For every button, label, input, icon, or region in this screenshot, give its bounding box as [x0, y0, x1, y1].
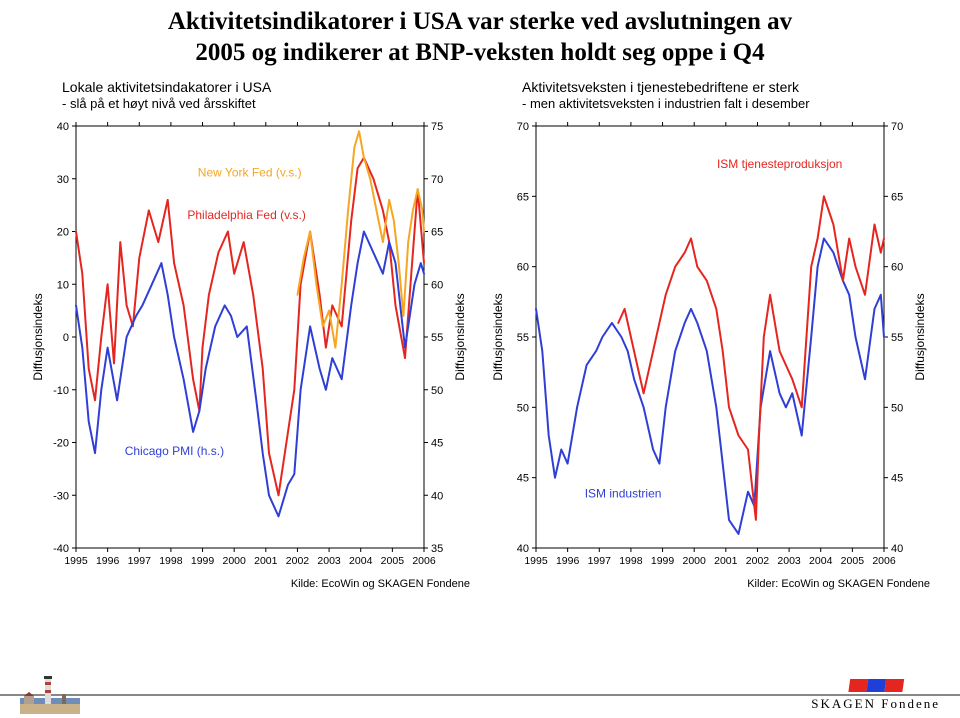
- svg-text:10: 10: [57, 279, 69, 291]
- svg-text:55: 55: [891, 332, 903, 344]
- svg-text:65: 65: [891, 191, 903, 203]
- right-chart-col: Aktivitetsveksten i tjenestebedriftene e…: [490, 79, 930, 591]
- svg-text:ISM industrien: ISM industrien: [585, 486, 662, 500]
- title-line1: Aktivitetsindikatorer i USA var sterke v…: [168, 8, 792, 35]
- svg-text:70: 70: [891, 121, 903, 133]
- svg-text:70: 70: [517, 121, 529, 133]
- svg-text:30: 30: [57, 174, 69, 186]
- right-chart-subtitle: - men aktivitetsveksten i industrien fal…: [522, 96, 810, 111]
- right-chart: 40 45 50 55 60 65 70 40 45 50 55 60 65 70 1995 1996 1997…: [490, 118, 930, 578]
- svg-text:2000: 2000: [223, 555, 247, 567]
- svg-text:-10: -10: [53, 385, 69, 397]
- svg-text:ISM tjenesteproduksjon: ISM tjenesteproduksjon: [717, 157, 842, 171]
- svg-text:2002: 2002: [286, 555, 310, 567]
- svg-text:55: 55: [517, 332, 529, 344]
- svg-text:2001: 2001: [254, 555, 278, 567]
- logo-text: SKAGEN Fondene: [811, 696, 940, 711]
- svg-text:50: 50: [517, 402, 529, 414]
- svg-text:65: 65: [517, 191, 529, 203]
- svg-text:60: 60: [891, 262, 903, 274]
- svg-text:Diffusjonsindeks: Diffusjonsindeks: [453, 294, 467, 381]
- svg-text:Diffusjonsindeks: Diffusjonsindeks: [491, 294, 505, 381]
- svg-text:-40: -40: [53, 543, 69, 555]
- svg-text:20: 20: [57, 227, 69, 239]
- svg-text:50: 50: [891, 402, 903, 414]
- svg-text:45: 45: [431, 438, 443, 450]
- flag-icon: [847, 679, 903, 696]
- svg-text:65: 65: [431, 227, 443, 239]
- svg-text:1995: 1995: [524, 555, 548, 567]
- svg-text:2005: 2005: [381, 555, 405, 567]
- svg-text:2001: 2001: [714, 555, 738, 567]
- svg-text:40: 40: [431, 490, 443, 502]
- svg-text:2006: 2006: [412, 555, 436, 567]
- svg-text:2004: 2004: [809, 555, 833, 567]
- left-chart-title: Lokale aktivitetsindakatorer i USA - slå…: [30, 79, 470, 113]
- svg-text:75: 75: [431, 121, 443, 133]
- left-chart-col: Lokale aktivitetsindakatorer i USA - slå…: [30, 79, 470, 591]
- svg-text:Diffusjonsindeks: Diffusjonsindeks: [31, 294, 45, 381]
- svg-text:Chicago PMI (h.s.): Chicago PMI (h.s.): [125, 444, 224, 458]
- svg-text:2003: 2003: [317, 555, 341, 567]
- svg-text:60: 60: [517, 262, 529, 274]
- svg-text:40: 40: [517, 543, 529, 555]
- svg-text:45: 45: [517, 473, 529, 485]
- flag-stripe-2: [866, 679, 886, 692]
- svg-text:55: 55: [431, 332, 443, 344]
- right-chart-title: Aktivitetsveksten i tjenestebedriftene e…: [490, 79, 930, 113]
- svg-text:1997: 1997: [588, 555, 612, 567]
- footer: SKAGEN Fondene: [0, 666, 960, 718]
- lighthouse-icon: [20, 672, 80, 714]
- svg-text:2005: 2005: [841, 555, 865, 567]
- right-chart-title-text: Aktivitetsveksten i tjenestebedriftene e…: [522, 79, 799, 95]
- charts-row: Lokale aktivitetsindakatorer i USA - slå…: [0, 69, 960, 591]
- flag-stripe-1: [848, 679, 868, 692]
- svg-text:50: 50: [431, 385, 443, 397]
- svg-text:1996: 1996: [556, 555, 580, 567]
- svg-text:1995: 1995: [64, 555, 88, 567]
- svg-text:35: 35: [431, 543, 443, 555]
- svg-text:2002: 2002: [746, 555, 770, 567]
- svg-text:2006: 2006: [872, 555, 896, 567]
- svg-text:1998: 1998: [619, 555, 643, 567]
- svg-text:1999: 1999: [651, 555, 675, 567]
- svg-text:1997: 1997: [128, 555, 152, 567]
- svg-text:-20: -20: [53, 438, 69, 450]
- title-line2: 2005 og indikerer at BNP-veksten holdt s…: [195, 39, 764, 66]
- svg-text:Philadelphia Fed (v.s.): Philadelphia Fed (v.s.): [187, 208, 306, 222]
- svg-text:2003: 2003: [777, 555, 801, 567]
- svg-text:2004: 2004: [349, 555, 373, 567]
- svg-text:2000: 2000: [683, 555, 707, 567]
- right-chart-source: Kilder: EcoWin og SKAGEN Fondene: [490, 578, 930, 590]
- left-chart-source: Kilde: EcoWin og SKAGEN Fondene: [30, 578, 470, 590]
- left-chart-title-text: Lokale aktivitetsindakatorer i USA: [62, 79, 271, 95]
- svg-text:70: 70: [431, 174, 443, 186]
- svg-text:New York Fed (v.s.): New York Fed (v.s.): [198, 166, 302, 180]
- svg-text:1996: 1996: [96, 555, 120, 567]
- svg-text:40: 40: [891, 543, 903, 555]
- logo: SKAGEN Fondene: [811, 679, 940, 712]
- svg-text:1999: 1999: [191, 555, 215, 567]
- svg-text:-30: -30: [53, 490, 69, 502]
- svg-text:Diffusjonsindeks: Diffusjonsindeks: [913, 294, 927, 381]
- svg-text:40: 40: [57, 121, 69, 133]
- svg-text:45: 45: [891, 473, 903, 485]
- svg-text:60: 60: [431, 279, 443, 291]
- left-chart-subtitle: - slå på et høyt nivå ved årsskiftet: [62, 96, 256, 111]
- left-chart: -40 -30 -20 -10 0 10 20 30 40 35 40 45 50 55 60 65 70 75 1…: [30, 118, 470, 578]
- svg-text:0: 0: [63, 332, 69, 344]
- svg-text:1998: 1998: [159, 555, 183, 567]
- flag-stripe-3: [884, 679, 904, 692]
- page-title: Aktivitetsindikatorer i USA var sterke v…: [0, 0, 960, 69]
- page: Aktivitetsindikatorer i USA var sterke v…: [0, 0, 960, 718]
